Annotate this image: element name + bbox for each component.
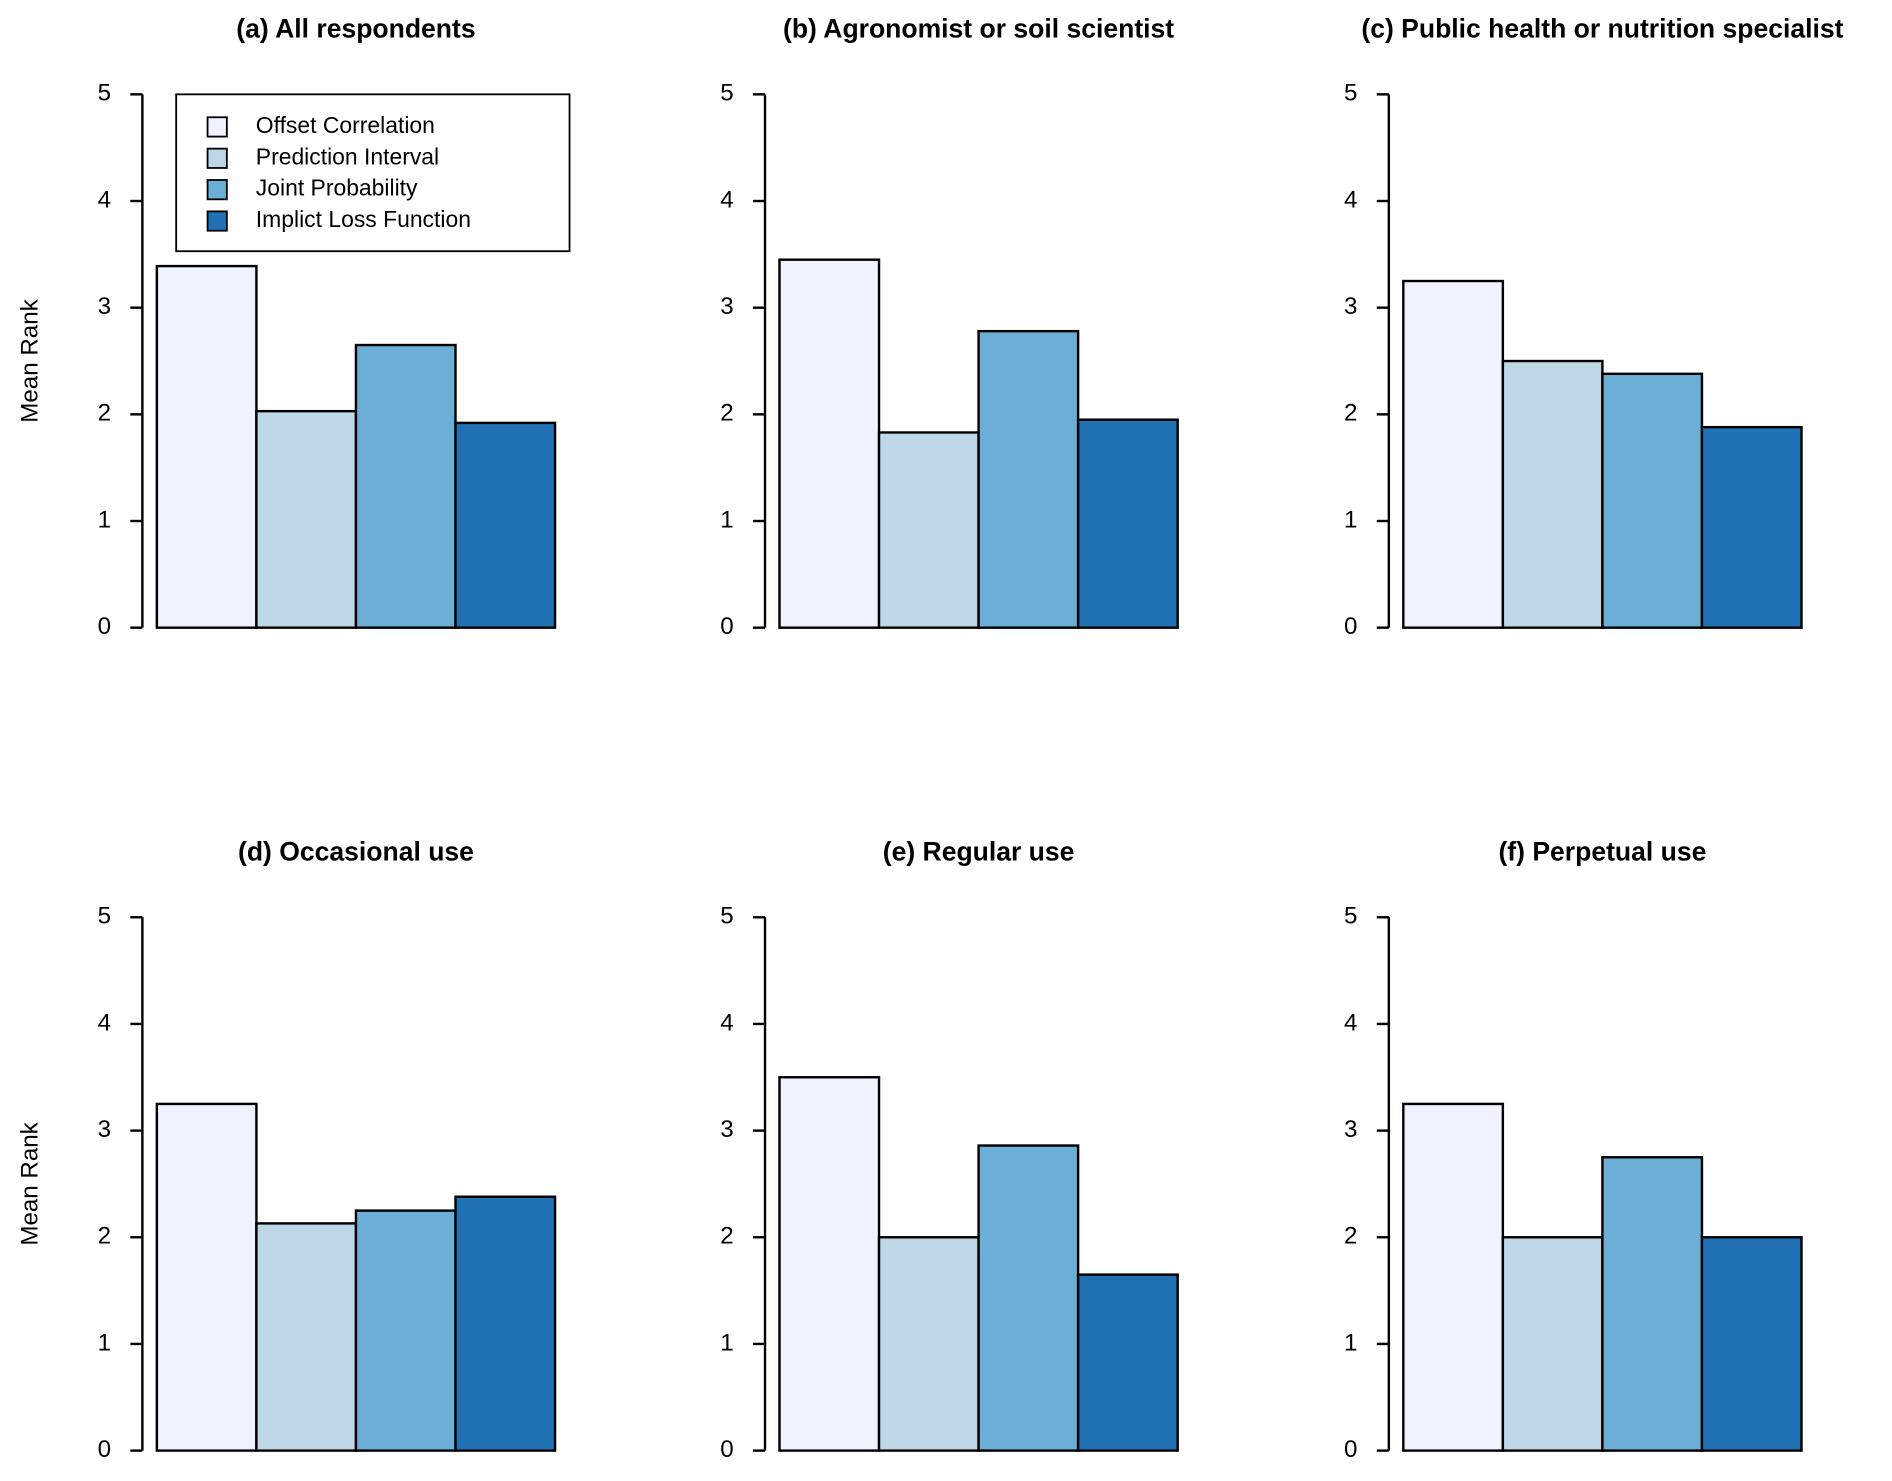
legend-label: Joint Probability [256,175,418,201]
legend-swatch [206,147,228,169]
y-tick-label: 2 [720,1223,733,1250]
y-axis-label: Mean Rank [17,1121,44,1245]
y-tick-label: 0 [98,1436,111,1463]
y-tick-label: 3 [720,1116,733,1143]
bar [778,1076,881,1452]
y-tick-label: 1 [720,506,733,533]
y-tick-label: 5 [720,903,733,930]
y-axis-label: Mean Rank [17,298,44,422]
y-tick-label: 5 [98,903,111,930]
y-tick-label: 4 [1344,186,1357,213]
y-tick-label: 5 [98,80,111,107]
y-tick-label: 1 [98,1329,111,1356]
legend-label: Offset Correlation [256,112,435,138]
bar [1501,359,1604,629]
y-tick-label: 5 [1344,903,1357,930]
bar [977,329,1080,629]
y-tick-label: 0 [720,613,733,640]
bar [1601,1156,1704,1452]
y-tick-label: 4 [1344,1009,1357,1036]
bar [1700,1236,1803,1452]
bar [454,421,557,629]
y-tick-label: 5 [1344,80,1357,107]
y-tick-label: 2 [98,1223,111,1250]
bar [778,258,881,629]
y-tick-label: 3 [720,293,733,320]
y-tick-label: 4 [720,186,733,213]
y-tick-label: 4 [98,1009,111,1036]
y-tick-label: 4 [98,186,111,213]
chart-title: (f) Perpetual use [1498,836,1706,866]
chart-title: (b) Agronomist or soil scientist [783,13,1174,43]
bar [354,343,457,629]
legend-label: Prediction Interval [256,143,439,169]
y-tick-label: 4 [720,1009,733,1036]
bar [155,1102,258,1452]
y-tick-label: 2 [1344,400,1357,427]
y-tick-label: 2 [720,400,733,427]
bar [877,1236,980,1452]
bar [1402,279,1505,629]
y-tick-label: 3 [98,1116,111,1143]
bar [354,1209,457,1452]
chart-title: (e) Regular use [883,836,1075,866]
y-tick-label: 1 [1344,506,1357,533]
bar [1076,1273,1179,1452]
y-tick-label: 1 [98,506,111,533]
y-tick-label: 3 [98,293,111,320]
y-tick-label: 0 [720,1436,733,1463]
y-tick-label: 2 [1344,1223,1357,1250]
y-tick-label: 0 [98,613,111,640]
bar [1402,1102,1505,1452]
legend-label: Implict Loss Function [256,206,471,232]
bar [255,1222,358,1452]
y-tick-label: 2 [98,400,111,427]
bar [977,1144,1080,1452]
legend-swatch [206,210,228,232]
y-tick-label: 5 [720,80,733,107]
y-tick-label: 0 [1344,1436,1357,1463]
bar [877,431,980,629]
chart-title: (a) All respondents [236,13,475,43]
bar [1601,372,1704,629]
bar [155,264,258,629]
y-tick-label: 3 [1344,293,1357,320]
bar [1076,418,1179,629]
y-tick-label: 3 [1344,1116,1357,1143]
y-tick-label: 0 [1344,613,1357,640]
chart-title: (c) Public health or nutrition specialis… [1361,13,1843,43]
bar [454,1195,557,1452]
bar [1700,425,1803,629]
legend-swatch [206,116,228,138]
bar [1501,1236,1604,1452]
y-tick-label: 1 [720,1329,733,1356]
chart-title: (d) Occasional use [238,836,474,866]
y-tick-label: 1 [1344,1329,1357,1356]
bar [255,409,358,629]
legend-box [175,93,571,253]
legend-swatch [206,179,228,201]
